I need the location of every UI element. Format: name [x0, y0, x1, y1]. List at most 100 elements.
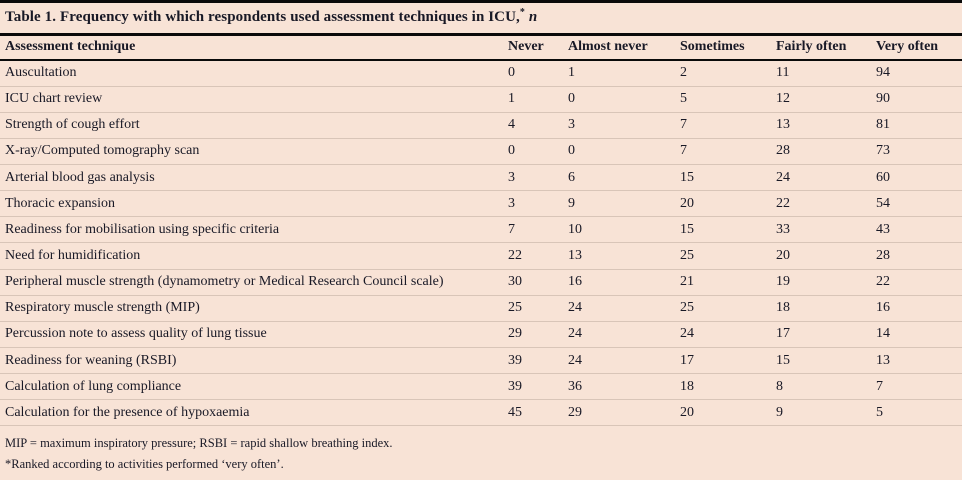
cell-value: 5 [680, 91, 687, 107]
cell-value: 7 [876, 378, 883, 394]
cell-value: 0 [568, 143, 575, 159]
row-label: Strength of cough effort [5, 117, 140, 133]
cell-value: 22 [776, 195, 790, 211]
table-title-n-symbol: n [528, 9, 538, 25]
cell-value: 20 [776, 248, 790, 264]
cell-value: 20 [680, 195, 694, 211]
column-header-technique: Assessment technique [5, 39, 136, 55]
cell-value: 0 [568, 91, 575, 107]
footnote-abbreviations: MIP = maximum inspiratory pressure; RSBI… [5, 436, 393, 451]
cell-value: 15 [680, 221, 694, 237]
cell-value: 45 [508, 404, 522, 420]
cell-value: 24 [568, 326, 582, 342]
cell-value: 15 [680, 169, 694, 185]
column-header: Never [508, 39, 544, 55]
table-row: X-ray/Computed tomography scan 0 0 7 28 73 [0, 139, 962, 166]
column-header: Almost never [568, 39, 648, 55]
cell-value: 9 [776, 404, 783, 420]
table-row: Arterial blood gas analysis 3 6 15 24 60 [0, 165, 962, 192]
row-label: Calculation for the presence of hypoxaem… [5, 404, 250, 420]
cell-value: 22 [508, 248, 522, 264]
top-rule [0, 0, 962, 3]
row-label: Readiness for weaning (RSBI) [5, 352, 177, 368]
cell-value: 24 [568, 300, 582, 316]
cell-value: 7 [680, 143, 687, 159]
cell-value: 30 [508, 274, 522, 290]
column-header: Very often [876, 39, 939, 55]
cell-value: 54 [876, 195, 890, 211]
row-label: Readiness for mobilisation using specifi… [5, 221, 280, 237]
cell-value: 94 [876, 65, 890, 81]
table-row: Respiratory muscle strength (MIP) 25 24 25 1… [0, 296, 962, 322]
cell-value: 0 [508, 143, 515, 159]
row-label: Peripheral muscle strength (dynamometry … [5, 274, 444, 290]
cell-value: 7 [508, 221, 515, 237]
table-row: Thoracic expansion 3 9 20 22 54 [0, 191, 962, 218]
cell-value: 25 [680, 248, 694, 264]
cell-value: 11 [776, 65, 790, 81]
cell-value: 43 [876, 221, 890, 237]
cell-value: 3 [508, 195, 515, 211]
cell-value: 18 [776, 300, 790, 316]
cell-value: 90 [876, 91, 890, 107]
cell-value: 3 [508, 169, 515, 185]
cell-value: 1 [508, 91, 515, 107]
cell-value: 7 [680, 117, 687, 133]
cell-value: 15 [776, 352, 790, 368]
cell-value: 21 [680, 274, 694, 290]
table-header-row: Assessment technique Never Almost never Som… [0, 36, 962, 60]
title-rule [0, 33, 962, 36]
cell-value: 24 [776, 169, 790, 185]
cell-value: 29 [508, 326, 522, 342]
header-rule [0, 59, 962, 61]
cell-value: 25 [508, 300, 522, 316]
table-body: Auscultation 0 1 2 11 94 ICU chart review 1 0 5 12… [0, 61, 962, 427]
cell-value: 73 [876, 143, 890, 159]
cell-value: 13 [568, 248, 582, 264]
cell-value: 6 [568, 169, 575, 185]
table-footnotes: MIP = maximum inspiratory pressure; RSBI… [0, 426, 962, 475]
cell-value: 33 [776, 221, 790, 237]
cell-value: 12 [776, 91, 790, 107]
cell-value: 16 [876, 300, 890, 316]
cell-value: 18 [680, 378, 694, 394]
row-label: ICU chart review [5, 91, 103, 107]
cell-value: 20 [680, 404, 694, 420]
row-label: Auscultation [5, 65, 77, 81]
cell-value: 81 [876, 117, 890, 133]
table-row: Need for humidification 22 13 25 20 28 [0, 243, 962, 270]
cell-value: 10 [568, 221, 582, 237]
cell-value: 9 [568, 195, 575, 211]
cell-value: 3 [568, 117, 575, 133]
table-title-footnote-marker: * [519, 7, 526, 18]
row-label: Percussion note to assess quality of lun… [5, 326, 267, 342]
cell-value: 5 [876, 404, 883, 420]
table-row: Peripheral muscle strength (dynamometry … [0, 270, 962, 296]
cell-value: 29 [568, 404, 582, 420]
cell-value: 14 [876, 326, 890, 342]
table-title-text: Table 1. Frequency with which respondent… [5, 9, 520, 25]
table-row: Calculation of lung compliance 39 36 18 8 7 [0, 374, 962, 401]
table-row: Strength of cough effort 4 3 7 13 81 [0, 113, 962, 139]
cell-value: 28 [776, 143, 790, 159]
cell-value: 13 [876, 352, 890, 368]
cell-value: 22 [876, 274, 890, 290]
row-label: Need for humidification [5, 248, 141, 264]
cell-value: 8 [776, 378, 783, 394]
cell-value: 24 [568, 352, 582, 368]
row-label: Respiratory muscle strength (MIP) [5, 300, 200, 316]
table-row: ICU chart review 1 0 5 12 90 [0, 87, 962, 113]
column-header: Fairly often [776, 39, 847, 55]
cell-value: 4 [508, 117, 515, 133]
table-title: Table 1. Frequency with which respondent… [0, 3, 962, 33]
cell-value: 39 [508, 352, 522, 368]
cell-value: 24 [680, 326, 694, 342]
cell-value: 17 [776, 326, 790, 342]
cell-value: 2 [680, 65, 687, 81]
row-label: Thoracic expansion [5, 195, 116, 211]
row-label: Calculation of lung compliance [5, 378, 182, 394]
cell-value: 0 [508, 65, 515, 81]
cell-value: 25 [680, 300, 694, 316]
cell-value: 13 [776, 117, 790, 133]
